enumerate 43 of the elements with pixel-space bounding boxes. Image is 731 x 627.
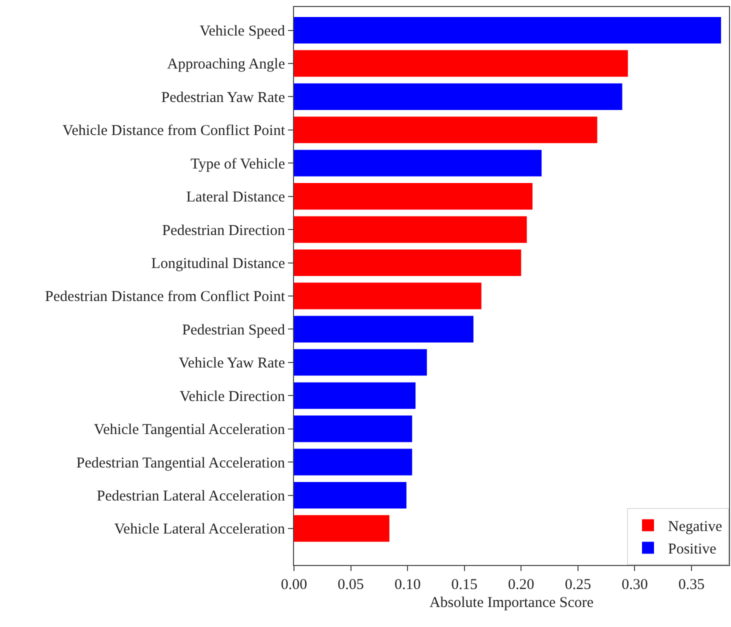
y-tick-label: Pedestrian Tangential Acceleration <box>76 455 286 472</box>
x-tick-label: 0.30 <box>622 577 648 593</box>
legend-label: Positive <box>668 542 717 558</box>
y-tick-label: Approaching Angle <box>167 56 286 73</box>
bar <box>294 382 416 409</box>
bar <box>294 482 406 509</box>
x-tick-label: 0.35 <box>678 577 705 593</box>
x-tick-label: 0.00 <box>280 577 308 593</box>
bar <box>294 150 542 176</box>
bar <box>294 448 412 476</box>
y-tick-label: Pedestrian Speed <box>182 322 286 338</box>
x-tick-label: 0.10 <box>394 577 421 593</box>
y-tick-label: Vehicle Tangential Acceleration <box>94 422 286 438</box>
bar <box>294 16 722 44</box>
y-tick-label: Pedestrian Lateral Acceleration <box>96 488 286 504</box>
y-tick-label: Lateral Distance <box>186 190 286 206</box>
y-tick-label: Vehicle Speed <box>200 24 286 40</box>
x-tick-label: 0.15 <box>451 577 478 593</box>
bar <box>294 249 522 276</box>
x-tick-label: 0.20 <box>508 577 534 593</box>
y-tick-label: Vehicle Direction <box>180 388 286 405</box>
bar <box>294 515 390 542</box>
bar <box>294 183 533 210</box>
x-axis-title: Absolute Importance Score <box>429 595 594 611</box>
bar <box>294 50 628 77</box>
y-tick-label: Vehicle Yaw Rate <box>178 356 286 372</box>
bar <box>294 416 412 442</box>
y-tick-label: Longitudinal Distance <box>151 256 286 272</box>
y-tick-label: Pedestrian Distance from Conflict Point <box>45 289 286 306</box>
bar <box>294 282 482 310</box>
y-tick-label: Pedestrian Yaw Rate <box>161 90 286 106</box>
legend-label: Negative <box>668 519 722 536</box>
bar <box>294 349 427 376</box>
y-tick-label: Vehicle Distance from Conflict Point <box>62 123 286 140</box>
y-tick-label: Vehicle Lateral Acceleration <box>114 522 286 538</box>
y-tick-label: Pedestrian Direction <box>162 222 286 239</box>
bar <box>294 83 622 110</box>
bar <box>294 216 527 243</box>
y-tick-label: Type of Vehicle <box>190 156 286 172</box>
x-tick-label: 0.05 <box>338 577 364 593</box>
x-tick-label: 0.25 <box>564 577 592 593</box>
bar <box>294 316 474 342</box>
bar <box>294 116 598 144</box>
